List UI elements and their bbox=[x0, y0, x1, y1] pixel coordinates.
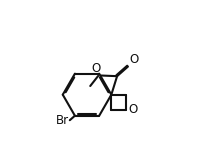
Text: O: O bbox=[91, 62, 100, 75]
Text: O: O bbox=[129, 53, 138, 66]
Text: O: O bbox=[129, 103, 138, 116]
Text: Br: Br bbox=[56, 114, 69, 127]
